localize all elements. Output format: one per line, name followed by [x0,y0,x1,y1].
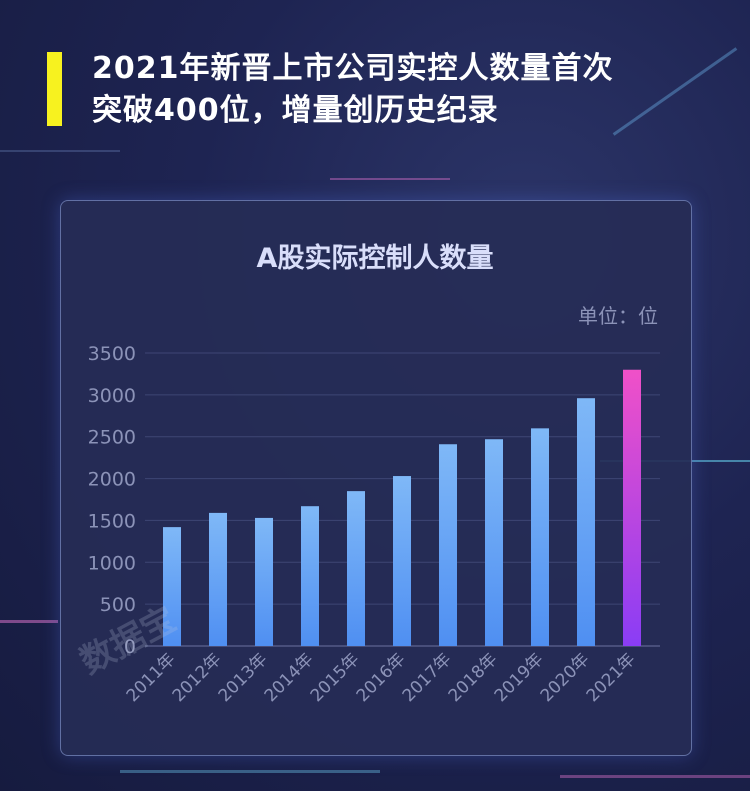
x-tick-label: 2018年 [445,649,502,706]
bar-2018年 [485,439,503,646]
unit-label: 单位：位 [578,304,658,328]
headline-line-1: 2021年新晋上市公司实控人数量首次 [92,51,614,86]
x-tick-label: 2020年 [537,649,594,706]
y-tick-label: 500 [100,594,136,616]
bar-2021年 [623,369,641,646]
title-accent-bar [47,52,62,126]
headline-line-2: 突破400位，增量创历史纪录 [92,93,499,128]
y-tick-label: 0 [124,636,136,658]
bar-2011年 [163,527,181,646]
bar-2014年 [301,506,319,646]
bar-2012年 [209,512,227,646]
bar-2020年 [577,398,595,646]
x-tick-label: 2016年 [353,649,410,706]
bar-2016年 [393,476,411,646]
y-tick-label: 3500 [88,343,136,365]
x-tick-label: 2017年 [399,649,456,706]
bar-2017年 [439,444,457,646]
x-tick-label: 2014年 [261,649,318,706]
headline: 2021年新晋上市公司实控人数量首次 突破400位，增量创历史纪录 [92,48,712,132]
bar-2013年 [255,517,273,646]
chart-title: A股实际控制人数量 [256,243,494,274]
x-tick-label: 2015年 [307,649,364,706]
x-tick-label: 2012年 [169,649,226,706]
bar-2019年 [531,428,549,646]
bar-2015年 [347,491,365,646]
y-tick-label: 2000 [88,469,136,491]
y-tick-label: 1500 [88,510,136,532]
x-tick-label: 2013年 [215,649,272,706]
y-tick-label: 2500 [88,427,136,449]
x-tick-label: 2019年 [491,649,548,706]
y-tick-label: 1000 [88,552,136,574]
y-tick-label: 3000 [88,385,136,407]
x-tick-label: 2021年 [583,649,640,706]
